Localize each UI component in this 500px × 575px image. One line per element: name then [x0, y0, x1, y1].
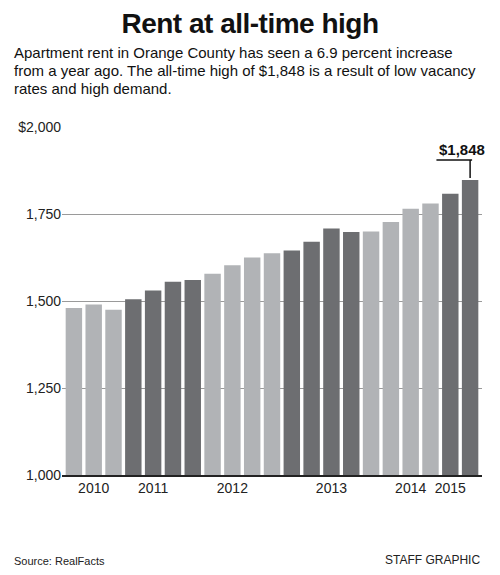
svg-text:1,250: 1,250 — [26, 380, 61, 396]
svg-text:$1,848: $1,848 — [439, 141, 485, 158]
svg-text:1,500: 1,500 — [26, 293, 61, 309]
svg-text:2010: 2010 — [78, 480, 109, 496]
svg-text:Source: RealFacts: Source: RealFacts — [14, 555, 105, 567]
html-text:Rent at all-time high: Rent at all-time high — [121, 8, 379, 39]
svg-text:STAFF GRAPHIC: STAFF GRAPHIC — [385, 553, 480, 567]
svg-text:1,000: 1,000 — [26, 467, 61, 483]
svg-text:2013: 2013 — [316, 480, 347, 496]
svg-text:2015: 2015 — [435, 480, 466, 496]
html-text:Apartment rent in Orange Count: Apartment rent in Orange County has seen… — [14, 44, 476, 97]
svg-text:1,750: 1,750 — [26, 206, 61, 222]
svg-text:2014: 2014 — [395, 480, 426, 496]
svg-text:2012: 2012 — [217, 480, 248, 496]
svg-text:$2,000: $2,000 — [18, 119, 61, 135]
svg-text:2011: 2011 — [138, 480, 168, 496]
